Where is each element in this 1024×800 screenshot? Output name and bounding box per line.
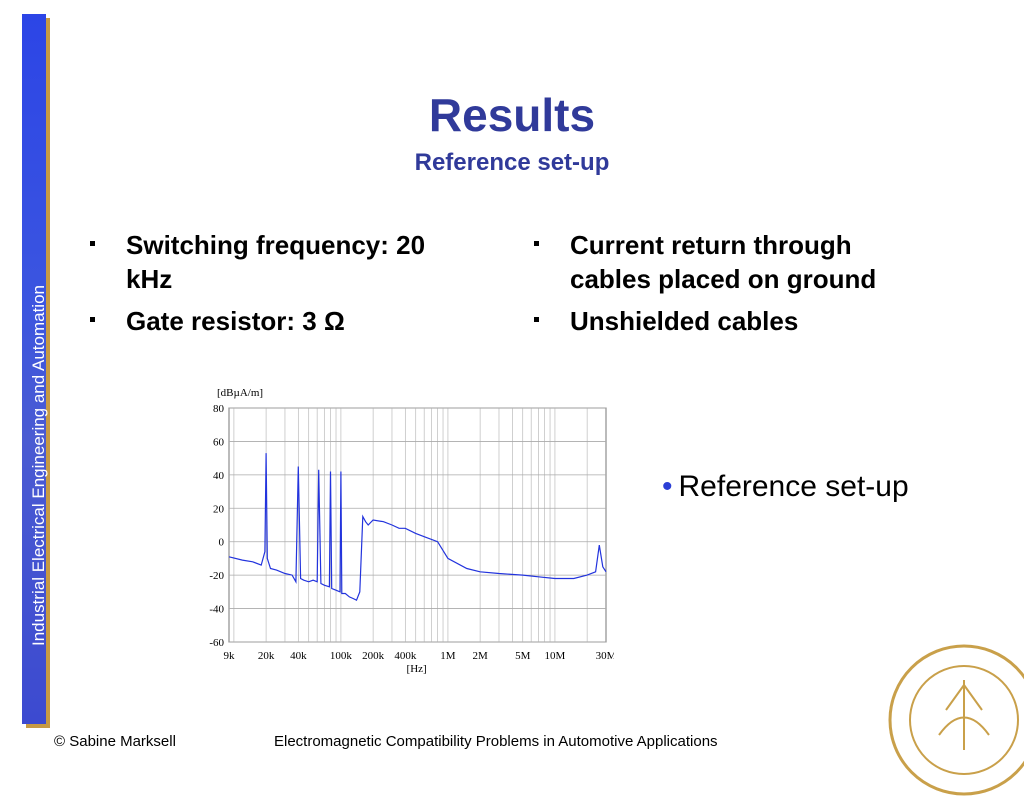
y-axis-label: [dBµA/m] [217, 387, 263, 399]
y-tick-label: -40 [209, 604, 224, 616]
bullet-item: Current return through cables placed on … [532, 228, 932, 296]
square-bullet-icon [534, 241, 539, 246]
x-tick-label: 10M [545, 650, 566, 662]
slide-title: Results [428, 89, 596, 141]
footer-course-title: Electromagnetic Compatibility Problems i… [274, 733, 718, 750]
x-tick-label: 1M [440, 650, 456, 662]
x-tick-label: 5M [515, 650, 531, 662]
bullet-text: Switching frequency: 20 kHz [126, 230, 426, 294]
emission-spectrum-chart: 80 60 40 20 0 -20 -40 -60 9k 20k 40k 100k 200k 400k 1M… [196, 380, 616, 688]
x-tick-label: 20k [258, 650, 275, 662]
y-tick-label: 40 [213, 470, 225, 482]
university-seal [888, 644, 1024, 796]
bullet-text: Unshielded cables [570, 306, 799, 336]
bullet-item: Unshielded cables [532, 304, 932, 338]
y-tick-label: -20 [209, 570, 224, 582]
y-tick-label: -60 [209, 637, 224, 649]
x-tick-label: 40k [290, 650, 307, 662]
bullet-list-right: Current return through cables placed on … [532, 228, 932, 346]
spectrum-trace [228, 453, 607, 602]
square-bullet-icon [90, 241, 95, 246]
y-tick-label: 80 [213, 403, 225, 415]
x-tick-label: 30M [596, 650, 614, 662]
footer-copyright: © Sabine Marksell [54, 733, 176, 750]
bullet-list-left: Switching frequency: 20 kHz Gate resisto… [88, 228, 468, 346]
y-tick-label: 20 [213, 503, 225, 515]
x-tick-label: 200k [362, 650, 385, 662]
square-bullet-icon [90, 317, 95, 322]
round-bullet-icon: • [662, 470, 673, 503]
x-tick-label: 100k [330, 650, 353, 662]
square-bullet-icon [534, 317, 539, 322]
sidebar-bar [22, 14, 46, 724]
sidebar-department-label: Industrial Electrical Engineering and Au… [29, 285, 48, 646]
bullet-text: Current return through cables placed on … [570, 230, 877, 294]
y-tick-label: 60 [213, 436, 225, 448]
x-tick-label: 2M [473, 650, 489, 662]
plot-area [228, 407, 607, 643]
x-tick-label: 400k [394, 650, 417, 662]
reference-bullet: • Reference set-up [662, 470, 909, 504]
bullet-item: Gate resistor: 3 Ω [88, 304, 468, 338]
slide-subtitle: Reference set-up [414, 149, 610, 176]
y-tick-label: 0 [219, 537, 225, 549]
x-tick-label: 9k [224, 650, 236, 662]
x-axis-label: [Hz] [407, 663, 427, 675]
bullet-text: Gate resistor: 3 Ω [126, 306, 345, 336]
reference-bullet-text: Reference set-up [678, 470, 909, 503]
bullet-item: Switching frequency: 20 kHz [88, 228, 468, 296]
